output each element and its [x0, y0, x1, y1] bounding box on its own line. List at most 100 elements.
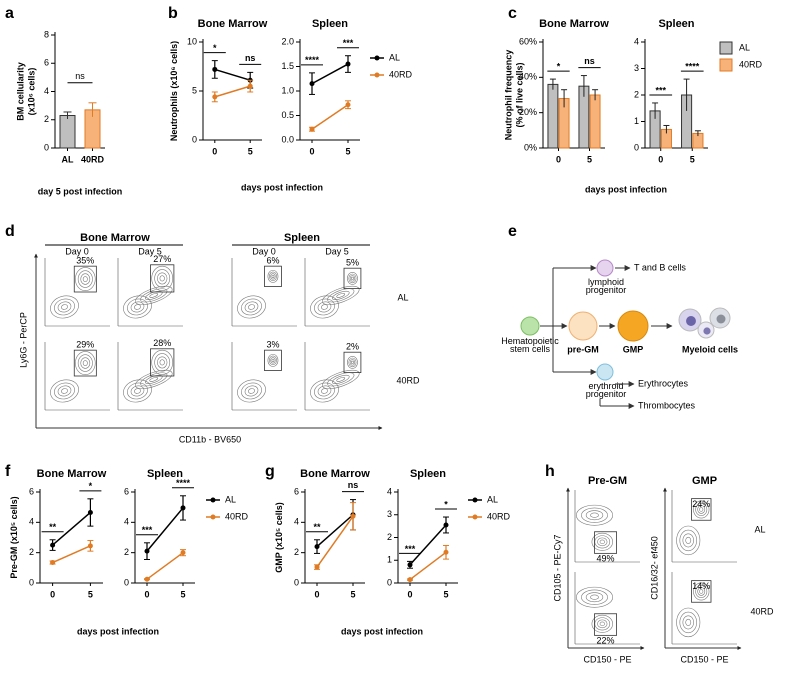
y-axis-label: Ly6G - PerCP: [18, 312, 28, 368]
contour: [61, 304, 68, 310]
contour: [321, 285, 360, 305]
contour: [581, 589, 608, 605]
contour: [57, 301, 72, 313]
contour: [321, 304, 328, 310]
contour: [82, 276, 88, 282]
legend-label: 40RD: [739, 59, 763, 69]
node-label: erythroid progenitor: [586, 381, 627, 399]
contour: [348, 273, 357, 284]
node-label: lymphoid progenitor: [586, 277, 627, 295]
panel-title: Spleen: [410, 468, 446, 480]
gate: [691, 498, 712, 521]
legend-dot: [472, 497, 478, 503]
x-tick-label: 5: [180, 589, 185, 599]
contour: [157, 272, 168, 285]
y-axis-label-line: Neutrophil frequency: [504, 50, 514, 141]
y-tick-label: 2: [124, 547, 129, 557]
contour: [682, 533, 694, 548]
legend-dot: [472, 514, 478, 520]
data-point: [87, 509, 93, 515]
legend-label: AL: [225, 494, 236, 504]
y-tick-label: 0: [634, 142, 639, 152]
contour: [80, 273, 91, 285]
gate-percent: 14%: [692, 581, 710, 591]
y-tick-label: 0: [44, 142, 49, 152]
y-tick-label: 0: [192, 134, 197, 144]
contour: [585, 510, 604, 521]
contour: [61, 388, 68, 394]
contour: [80, 357, 91, 369]
contour: [590, 594, 599, 600]
data-point: [180, 550, 186, 556]
bar: [547, 83, 559, 149]
connector: [540, 268, 554, 372]
y-tick-label: 0%: [524, 142, 537, 152]
gate-percent: 5%: [346, 258, 359, 268]
x-tick-label: 5: [587, 154, 592, 164]
legend-dot: [374, 55, 380, 61]
significance-label: ****: [685, 61, 700, 71]
contour: [351, 360, 354, 365]
x-axis-label: day 5 post infection: [38, 186, 123, 196]
contour: [267, 353, 279, 367]
contour: [77, 270, 93, 288]
data-point: [180, 505, 186, 511]
x-tick-label: 5: [248, 146, 253, 156]
contour: [351, 276, 354, 281]
significance-label: *: [444, 499, 448, 509]
contour: [314, 298, 335, 316]
x-axis-label: days post infection: [585, 184, 667, 194]
y-tick-label: 3: [387, 509, 392, 519]
y-tick-label: 2: [294, 547, 299, 557]
significance-label: ***: [343, 38, 354, 48]
group-label: AL: [754, 524, 765, 534]
data-point: [212, 66, 218, 72]
node-label: pre-GM: [567, 344, 599, 354]
y-axis-label: BM cellularity(x10⁶ cells): [16, 62, 37, 121]
significance-label: ***: [655, 85, 666, 95]
contour: [237, 379, 266, 403]
contour: [241, 382, 262, 400]
x-tick-label: 5: [443, 589, 448, 599]
gate: [594, 613, 618, 636]
contour: [597, 619, 608, 629]
significance-label: **: [49, 522, 57, 532]
contour: [695, 502, 708, 516]
x-tick-label: 0: [658, 154, 663, 164]
y-axis-label: GMP (x10⁵ cells): [274, 502, 284, 573]
contour: [327, 288, 355, 303]
gate: [343, 267, 362, 290]
contour: [134, 304, 141, 310]
y-tick-label: 0: [124, 577, 129, 587]
y-tick-label: 2: [387, 532, 392, 542]
y-tick-label: 0.0: [281, 134, 294, 144]
gate: [264, 265, 282, 287]
contour: [144, 290, 163, 300]
contour: [336, 377, 346, 382]
x-axis-label: CD150 - PE: [583, 654, 631, 664]
panel-label: b: [168, 5, 178, 22]
bar: [589, 94, 601, 149]
data-point: [309, 126, 315, 132]
group-label: AL: [397, 292, 408, 302]
contour: [591, 532, 613, 551]
y-tick-label: 0: [294, 577, 299, 587]
panel-label: h: [545, 463, 555, 480]
data-point: [247, 83, 253, 89]
legend-swatch: [719, 41, 733, 55]
legend-label: AL: [389, 52, 400, 62]
panel-label: f: [5, 463, 11, 480]
significance-label: ns: [75, 71, 85, 81]
y-tick-label: 8: [44, 29, 49, 39]
contour: [693, 582, 710, 601]
y-tick-label: 1.0: [281, 85, 294, 95]
y-tick-label: 4: [124, 517, 129, 527]
y-tick-label: 2: [29, 547, 34, 557]
x-tick-label: 5: [350, 589, 355, 599]
gate-percent: 27%: [153, 254, 171, 264]
contour: [157, 356, 168, 369]
panel-title: Bone Marrow: [539, 18, 609, 30]
y-axis-label: Neutrophil frequency(% of live cells): [504, 50, 525, 141]
y-tick-label: 3: [634, 63, 639, 73]
data-point: [443, 549, 449, 555]
